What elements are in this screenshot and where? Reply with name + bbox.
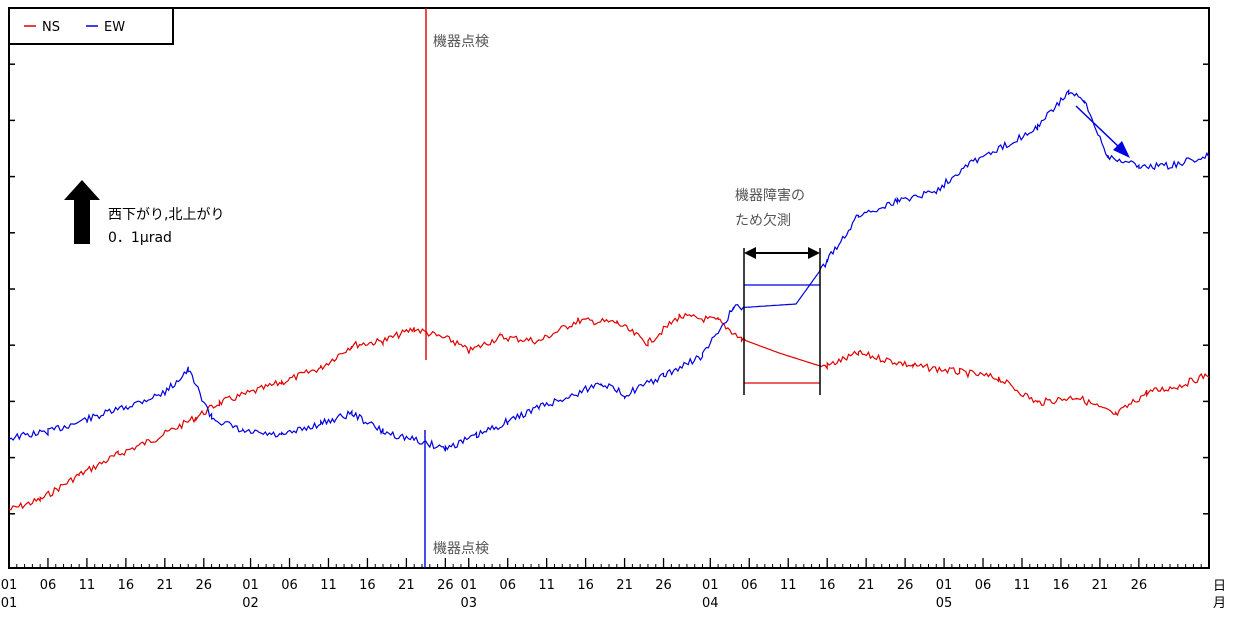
missing-data-label-line1: 機器障害の bbox=[735, 188, 805, 204]
x-tick-month-label: 04 bbox=[702, 596, 719, 611]
x-tick-month-label: 03 bbox=[460, 596, 477, 611]
plot-frame bbox=[8, 7, 1210, 569]
x-unit-month-label: 月 bbox=[1213, 596, 1226, 611]
x-unit-day-label: 日 bbox=[1213, 579, 1226, 594]
scale-arrow-icon bbox=[64, 180, 100, 244]
x-tick-day-label: 21 bbox=[1092, 578, 1109, 593]
y-ticks bbox=[9, 63, 1209, 515]
x-tick-day-label: 06 bbox=[741, 578, 758, 593]
x-tick-labels: 01 06 11 16 21 26 01 01 06 11 16 21 26 02 01 06 11 16 21 26… bbox=[1, 558, 1147, 611]
x-tick-day-label: 11 bbox=[320, 578, 337, 593]
x-tick-day-label: 16 bbox=[359, 578, 376, 593]
series-layer bbox=[8, 88, 1210, 511]
maintenance-label-bottom: 機器点検 bbox=[433, 541, 489, 557]
x-tick-day-label: 06 bbox=[40, 578, 57, 593]
x-tick-day-label: 26 bbox=[897, 578, 914, 593]
x-tick-day-label: 21 bbox=[858, 578, 875, 593]
x-tick-day-label: 21 bbox=[616, 578, 633, 593]
x-tick-day-label: 06 bbox=[499, 578, 516, 593]
x-tick-month-label: 05 bbox=[936, 596, 953, 611]
maintenance-label-top: 機器点検 bbox=[433, 34, 489, 50]
series-line-ew bbox=[8, 88, 1210, 452]
x-tick-day-label: 21 bbox=[398, 578, 415, 593]
missing-data-bracket bbox=[743, 247, 821, 395]
x-tick-day-label: 11 bbox=[780, 578, 797, 593]
ew-trend-arrow bbox=[1075, 105, 1130, 158]
x-tick-day-label: 26 bbox=[655, 578, 672, 593]
x-tick-day-label: 16 bbox=[819, 578, 836, 593]
x-tick-month-label: 01 bbox=[1, 596, 18, 611]
x-tick-day-label: 11 bbox=[1014, 578, 1031, 593]
x-tick-day-label: 01 bbox=[242, 578, 259, 593]
x-tick-day-label: 01 bbox=[936, 578, 953, 593]
legend: NS EW bbox=[8, 7, 174, 45]
x-tick-day-label: 11 bbox=[79, 578, 96, 593]
x-tick-day-label: 26 bbox=[437, 578, 454, 593]
x-tick-day-label: 16 bbox=[1053, 578, 1070, 593]
x-tick-day-label: 16 bbox=[118, 578, 135, 593]
x-tick-day-label: 01 bbox=[702, 578, 719, 593]
x-tick-day-label: 01 bbox=[460, 578, 477, 593]
x-tick-month-label: 02 bbox=[242, 596, 259, 611]
scale-direction-label: 西下がり,北上がり bbox=[108, 207, 224, 223]
legend-ns-label: NS bbox=[42, 20, 60, 35]
scale-value-label: 0．1μrad bbox=[108, 230, 172, 246]
series-line-ns bbox=[8, 312, 1210, 511]
x-tick-day-label: 01 bbox=[1, 578, 18, 593]
x-tick-day-label: 21 bbox=[157, 578, 174, 593]
legend-ew-label: EW bbox=[104, 20, 125, 35]
x-tick-day-label: 06 bbox=[281, 578, 298, 593]
x-tick-day-label: 11 bbox=[538, 578, 555, 593]
x-tick-day-label: 26 bbox=[196, 578, 213, 593]
x-tick-day-label: 26 bbox=[1131, 578, 1148, 593]
missing-data-label-line2: ため欠測 bbox=[735, 213, 791, 229]
x-tick-day-label: 06 bbox=[975, 578, 992, 593]
x-tick-day-label: 16 bbox=[577, 578, 594, 593]
